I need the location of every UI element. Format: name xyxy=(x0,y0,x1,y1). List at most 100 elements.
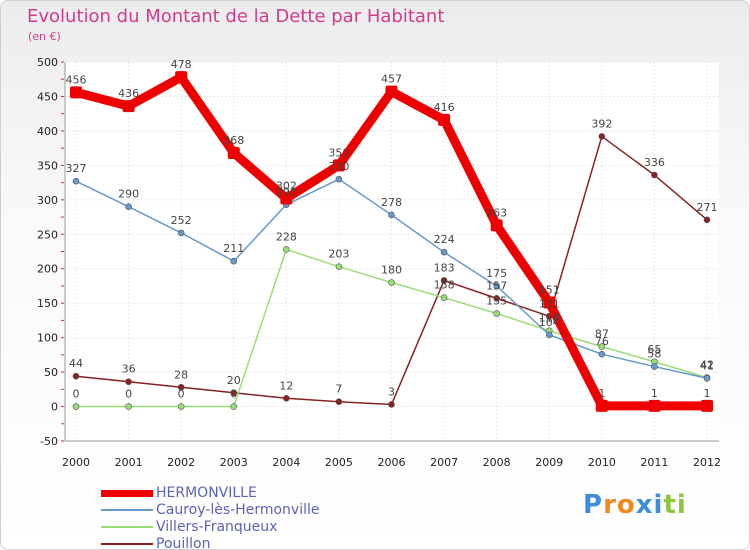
legend-label: Villers-Franqueux xyxy=(156,519,278,535)
series-point xyxy=(543,296,556,309)
data-label: 42 xyxy=(700,359,714,372)
series-point xyxy=(72,177,80,185)
series-point xyxy=(493,282,500,290)
x-tick-label: 2010 xyxy=(588,456,616,469)
data-label: 44 xyxy=(69,357,83,370)
y-tick-label: 500 xyxy=(37,56,58,69)
data-label: 65 xyxy=(647,343,661,356)
series-point xyxy=(490,219,503,232)
series-point xyxy=(598,343,606,350)
data-label: 203 xyxy=(328,248,349,261)
legend-swatch xyxy=(101,509,153,511)
x-tick-label: 2008 xyxy=(483,456,511,469)
series-point xyxy=(595,399,608,412)
series-point xyxy=(388,211,395,219)
x-tick-label: 2001 xyxy=(115,456,143,469)
series-point xyxy=(440,294,448,301)
data-label: 330 xyxy=(328,160,349,173)
series-point xyxy=(177,229,185,237)
data-label: 290 xyxy=(118,188,139,201)
y-tick-label: 400 xyxy=(37,125,58,138)
series-point xyxy=(440,248,448,256)
series-point xyxy=(175,71,188,84)
series-point xyxy=(227,146,240,159)
series-point xyxy=(283,246,290,253)
series-point xyxy=(125,403,132,410)
x-tick-label: 2007 xyxy=(430,456,458,469)
series-point xyxy=(177,383,185,391)
data-label: 12 xyxy=(279,379,293,392)
series-point xyxy=(493,310,500,317)
series-point xyxy=(651,363,658,370)
y-tick-label: 50 xyxy=(44,366,58,379)
series-point xyxy=(335,398,343,406)
data-label: 1 xyxy=(598,387,605,400)
series-point xyxy=(598,350,606,358)
x-tick-label: 2012 xyxy=(693,456,721,469)
logo-letter: i xyxy=(676,490,687,520)
data-label: 293 xyxy=(276,186,297,199)
x-tick-label: 2002 xyxy=(167,456,195,469)
x-tick-label: 2003 xyxy=(220,456,248,469)
series-point xyxy=(385,85,398,98)
x-axis-ticks: 2000 2001 2002 2003 2004 2005 2006 2007 2008 2009… xyxy=(62,456,721,469)
data-label: 392 xyxy=(591,117,612,130)
series-point xyxy=(598,133,606,140)
data-label: 158 xyxy=(434,279,455,292)
x-tick-label: 2011 xyxy=(640,456,668,469)
x-tick-label: 2004 xyxy=(272,456,300,469)
series-point xyxy=(72,372,80,380)
series-point xyxy=(438,113,451,126)
data-label: 478 xyxy=(171,58,192,71)
data-label: 1 xyxy=(704,387,711,400)
data-label: 416 xyxy=(434,101,455,114)
series-point xyxy=(230,257,238,265)
data-label: 350 xyxy=(328,146,349,159)
data-label: 76 xyxy=(595,335,609,348)
logo-letter: x xyxy=(635,490,654,520)
x-tick-label: 2000 xyxy=(62,456,90,469)
series-point xyxy=(701,399,713,412)
data-label: 7 xyxy=(335,383,342,396)
legend-swatch xyxy=(101,543,153,545)
logo-letter: t xyxy=(663,490,677,520)
series-point xyxy=(648,399,661,412)
series-point xyxy=(230,403,238,410)
axes xyxy=(61,61,719,442)
data-label: 28 xyxy=(174,368,188,381)
series-point xyxy=(283,394,290,402)
data-label: 224 xyxy=(434,233,455,246)
series-point xyxy=(125,378,132,386)
data-label: 302 xyxy=(276,179,297,192)
data-label: 368 xyxy=(223,134,244,147)
legend-label: Cauroy-lès-Hermonville xyxy=(156,502,320,518)
data-label: 252 xyxy=(171,214,192,227)
data-label: 131 xyxy=(539,297,560,310)
data-label: 180 xyxy=(381,264,402,277)
series-point xyxy=(125,203,132,211)
data-label: 41 xyxy=(700,359,714,372)
series-point xyxy=(332,159,345,172)
series-point xyxy=(388,279,395,286)
y-tick-label: 250 xyxy=(37,228,58,241)
series-point xyxy=(703,374,711,382)
data-label: 3 xyxy=(388,385,395,398)
y-tick-label: 150 xyxy=(37,297,58,310)
series-point xyxy=(493,295,500,302)
data-label: 110 xyxy=(539,312,560,325)
series-point xyxy=(651,171,658,179)
data-label: 436 xyxy=(118,87,139,100)
data-label: 20 xyxy=(227,374,241,387)
data-label: 0 xyxy=(125,388,132,401)
series-point xyxy=(335,175,343,183)
y-tick-label: 300 xyxy=(37,194,58,207)
series-layer xyxy=(70,71,713,412)
data-label: 456 xyxy=(66,73,87,86)
plot-area xyxy=(65,62,719,441)
series-point xyxy=(388,401,395,408)
data-label: 58 xyxy=(647,348,661,361)
series-point xyxy=(703,216,711,224)
data-label: 211 xyxy=(223,242,244,255)
data-label: 87 xyxy=(595,328,609,341)
